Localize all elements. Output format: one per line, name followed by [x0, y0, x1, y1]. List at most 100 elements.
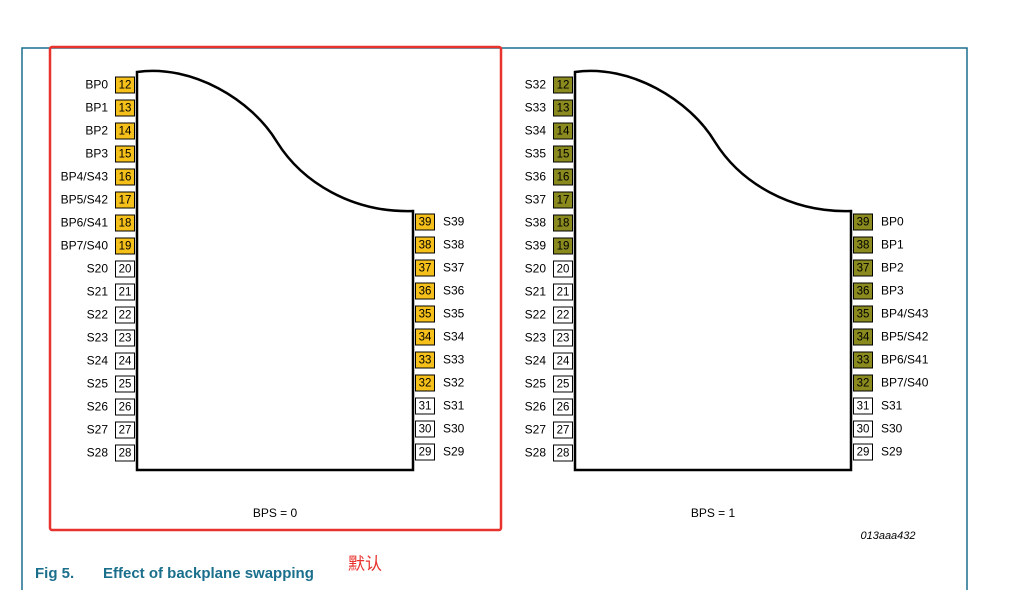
pin-number: 12 [119, 80, 132, 92]
pin-box [115, 214, 135, 232]
pin-box [115, 283, 135, 301]
pin-number: 30 [857, 424, 870, 436]
pin-label: S23 [87, 331, 109, 345]
pin-label: BP3 [881, 284, 904, 298]
pin-box [115, 375, 135, 393]
pin-label: S35 [525, 147, 547, 161]
pin-number: 25 [119, 379, 132, 391]
diagram-caption: BPS = 1 [691, 506, 736, 520]
pin-box [553, 168, 573, 186]
pin-box [553, 329, 573, 347]
pin-number: 27 [119, 425, 132, 437]
pin-label: S33 [443, 353, 465, 367]
pin-number: 37 [857, 263, 870, 275]
pin-number: 26 [119, 402, 132, 414]
pin-box [553, 398, 573, 416]
pin-label: S36 [525, 170, 547, 184]
pin-box [115, 76, 135, 94]
pin-box [115, 191, 135, 209]
pin-number: 20 [557, 264, 570, 276]
pin-box [853, 213, 873, 231]
pin-label: S35 [443, 307, 465, 321]
pin-number: 28 [119, 448, 132, 460]
pin-number: 33 [419, 355, 432, 367]
pin-number: 15 [119, 149, 132, 161]
pin-number: 13 [119, 103, 132, 115]
pin-label: S21 [87, 285, 109, 299]
pin-box [115, 444, 135, 462]
pin-label: S24 [87, 354, 109, 368]
pin-number: 33 [857, 355, 870, 367]
pin-box [853, 259, 873, 277]
pin-number: 18 [119, 218, 132, 230]
pin-number: 17 [557, 195, 570, 207]
pin-number: 29 [857, 447, 870, 459]
pin-label: BP2 [85, 124, 108, 138]
figure-title: Effect of backplane swapping [103, 565, 314, 582]
pin-box [553, 214, 573, 232]
pin-number: 19 [557, 241, 570, 253]
pin-number: 31 [857, 401, 870, 413]
pin-box [115, 352, 135, 370]
pin-box [553, 76, 573, 94]
pin-box [553, 122, 573, 140]
pin-label: S28 [525, 446, 547, 460]
pin-box [115, 122, 135, 140]
pin-box [415, 374, 435, 392]
pin-label: BP6/S41 [881, 353, 929, 367]
pin-box [415, 213, 435, 231]
pin-number: 34 [857, 332, 870, 344]
pin-label: BP4/S43 [881, 307, 929, 321]
pin-label: S27 [525, 423, 547, 437]
pin-box [853, 328, 873, 346]
pin-label: S32 [525, 78, 547, 92]
pin-label: S25 [87, 377, 109, 391]
pin-number: 18 [557, 218, 570, 230]
figure-id: 013aaa432 [860, 530, 915, 542]
pin-label: S34 [525, 124, 547, 138]
pin-number: 39 [419, 217, 432, 229]
pin-number: 30 [419, 424, 432, 436]
pin-label: S31 [443, 399, 465, 413]
pin-box [553, 283, 573, 301]
pin-number: 31 [419, 401, 432, 413]
pin-number: 19 [119, 241, 132, 253]
pin-label: S38 [443, 238, 465, 252]
pin-box [415, 328, 435, 346]
pin-box [115, 260, 135, 278]
pin-label: BP1 [85, 101, 108, 115]
pin-number: 24 [119, 356, 132, 368]
pin-number: 24 [557, 356, 570, 368]
pin-number: 21 [557, 287, 570, 299]
frame [21, 47, 968, 590]
pin-number: 36 [419, 286, 432, 298]
pin-box [553, 421, 573, 439]
pin-label: S22 [87, 308, 109, 322]
pin-label: S34 [443, 330, 465, 344]
pin-label: S38 [525, 216, 547, 230]
pin-number: 14 [119, 126, 132, 138]
pin-box [553, 99, 573, 117]
pin-box [553, 237, 573, 255]
pin-number: 14 [557, 126, 570, 138]
pin-box [415, 259, 435, 277]
pin-label: S26 [87, 400, 109, 414]
pin-number: 26 [557, 402, 570, 414]
pin-box [553, 375, 573, 393]
pin-label: BP7/S40 [881, 376, 929, 390]
pin-label: BP0 [85, 78, 108, 92]
pin-label: BP4/S43 [61, 170, 109, 184]
pin-box [415, 397, 435, 415]
pin-label: BP3 [85, 147, 108, 161]
pin-number: 27 [557, 425, 570, 437]
figure-number: Fig 5. [35, 565, 74, 582]
pin-label: S23 [525, 331, 547, 345]
pin-number: 34 [419, 332, 432, 344]
pin-number: 28 [557, 448, 570, 460]
pin-number: 35 [857, 309, 870, 321]
pin-label: S27 [87, 423, 109, 437]
pin-label: S32 [443, 376, 465, 390]
pin-label: BP5/S42 [61, 193, 109, 207]
chip-outline [135, 69, 415, 472]
pin-number: 32 [857, 378, 870, 390]
